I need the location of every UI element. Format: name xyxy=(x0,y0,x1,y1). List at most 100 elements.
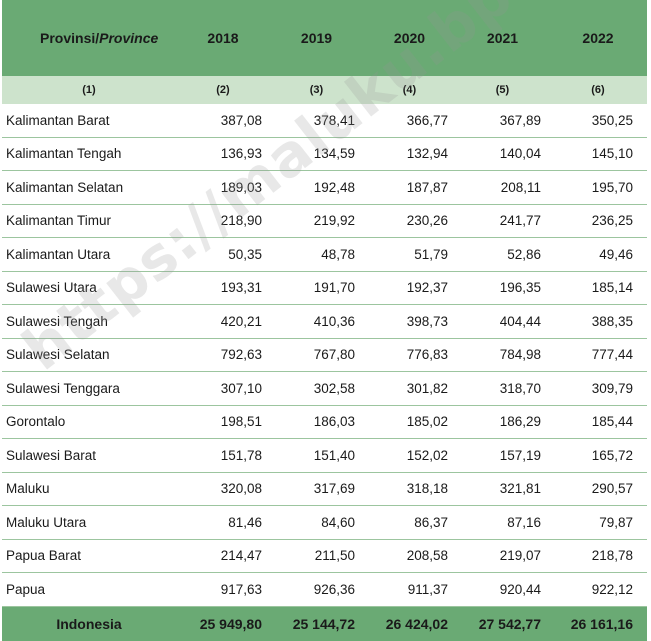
province-label-en: Province xyxy=(99,30,159,46)
value-cell: 920,44 xyxy=(456,572,549,607)
table-row: Papua Barat 214,47 211,50 208,58 219,07 218,7… xyxy=(2,539,647,573)
value-cell: 318,70 xyxy=(456,371,549,406)
table-row: Kalimantan Utara 50,35 48,78 51,79 52,86 49,4… xyxy=(2,237,647,272)
value-cell: 84,60 xyxy=(270,505,363,540)
value-cell: 321,81 xyxy=(456,472,549,506)
total-value: 25 949,80 xyxy=(176,606,270,641)
value-cell: 290,57 xyxy=(549,472,647,506)
value-cell: 208,58 xyxy=(363,539,456,573)
value-cell: 50,35 xyxy=(176,237,270,272)
value-cell: 195,70 xyxy=(549,170,647,205)
value-cell: 79,87 xyxy=(549,505,647,540)
table-body: Kalimantan Barat 387,08 378,41 366,77 367,89… xyxy=(2,104,647,607)
year-header: 2021 xyxy=(456,0,549,76)
value-cell: 86,37 xyxy=(363,505,456,540)
value-cell: 145,10 xyxy=(549,137,647,171)
value-cell: 320,08 xyxy=(176,472,270,506)
total-label: Indonesia xyxy=(2,606,176,641)
table-row: Papua 917,63 926,36 911,37 920,44 922,12 xyxy=(2,572,647,607)
province-name: Sulawesi Barat xyxy=(2,438,176,473)
province-name: Papua xyxy=(2,572,176,607)
value-cell: 165,72 xyxy=(549,438,647,473)
value-cell: 350,25 xyxy=(549,104,647,138)
value-cell: 132,94 xyxy=(363,137,456,171)
value-cell: 911,37 xyxy=(363,572,456,607)
column-number: (2) xyxy=(176,76,270,104)
value-cell: 367,89 xyxy=(456,104,549,138)
value-cell: 410,36 xyxy=(270,304,363,339)
value-cell: 196,35 xyxy=(456,271,549,305)
table-row: Kalimantan Barat 387,08 378,41 366,77 367,89… xyxy=(2,104,647,138)
value-cell: 49,46 xyxy=(549,237,647,272)
value-cell: 185,44 xyxy=(549,405,647,439)
value-cell: 302,58 xyxy=(270,371,363,406)
value-cell: 792,63 xyxy=(176,338,270,372)
table-row: Sulawesi Tenggara 307,10 302,58 301,82 318,7… xyxy=(2,371,647,406)
year-header: 2020 xyxy=(363,0,456,76)
value-cell: 236,25 xyxy=(549,204,647,238)
value-cell: 309,79 xyxy=(549,371,647,406)
value-cell: 388,35 xyxy=(549,304,647,339)
total-value: 26 424,02 xyxy=(363,606,456,641)
value-cell: 198,51 xyxy=(176,405,270,439)
table-row: Sulawesi Tengah 420,21 410,36 398,73 404,44 3… xyxy=(2,304,647,339)
value-cell: 777,44 xyxy=(549,338,647,372)
value-cell: 189,03 xyxy=(176,170,270,205)
table-row: Gorontalo 198,51 186,03 185,02 186,29 185,44 xyxy=(2,405,647,439)
table-row: Kalimantan Tengah 136,93 134,59 132,94 140,0… xyxy=(2,137,647,171)
value-cell: 387,08 xyxy=(176,104,270,138)
value-cell: 211,50 xyxy=(270,539,363,573)
value-cell: 301,82 xyxy=(363,371,456,406)
value-cell: 776,83 xyxy=(363,338,456,372)
value-cell: 398,73 xyxy=(363,304,456,339)
value-cell: 193,31 xyxy=(176,271,270,305)
value-cell: 185,02 xyxy=(363,405,456,439)
table-row: Kalimantan Selatan 189,03 192,48 187,87 208,… xyxy=(2,170,647,205)
province-name: Sulawesi Tenggara xyxy=(2,371,176,406)
column-number: (3) xyxy=(270,76,363,104)
year-header: 2019 xyxy=(270,0,363,76)
table-row: Sulawesi Utara 193,31 191,70 192,37 196,35 18… xyxy=(2,271,647,305)
year-header: 2022 xyxy=(549,0,647,76)
value-cell: 922,12 xyxy=(549,572,647,607)
value-cell: 219,07 xyxy=(456,539,549,573)
value-cell: 307,10 xyxy=(176,371,270,406)
province-name: Kalimantan Tengah xyxy=(2,137,176,171)
province-name: Maluku xyxy=(2,472,176,506)
province-name: Kalimantan Selatan xyxy=(2,170,176,205)
value-cell: 187,87 xyxy=(363,170,456,205)
province-name: Sulawesi Tengah xyxy=(2,304,176,339)
value-cell: 784,98 xyxy=(456,338,549,372)
total-row: Indonesia 25 949,80 25 144,72 26 424,02 … xyxy=(2,606,647,641)
column-number: (5) xyxy=(456,76,549,104)
value-cell: 81,46 xyxy=(176,505,270,540)
province-label: Provinsi/ xyxy=(40,30,100,46)
value-cell: 230,26 xyxy=(363,204,456,238)
value-cell: 186,03 xyxy=(270,405,363,439)
value-cell: 191,70 xyxy=(270,271,363,305)
value-cell: 157,19 xyxy=(456,438,549,473)
value-cell: 208,11 xyxy=(456,170,549,205)
header-row: Provinsi/Province 2018 2019 2020 2021 20… xyxy=(2,0,647,76)
column-number: (4) xyxy=(363,76,456,104)
column-number: (6) xyxy=(549,76,647,104)
value-cell: 192,37 xyxy=(363,271,456,305)
value-cell: 87,16 xyxy=(456,505,549,540)
table-row: Sulawesi Barat 151,78 151,40 152,02 157,19 16… xyxy=(2,438,647,473)
value-cell: 420,21 xyxy=(176,304,270,339)
table-row: Maluku Utara 81,46 84,60 86,37 87,16 79,87 xyxy=(2,505,647,540)
province-name: Sulawesi Selatan xyxy=(2,338,176,372)
value-cell: 192,48 xyxy=(270,170,363,205)
value-cell: 378,41 xyxy=(270,104,363,138)
value-cell: 219,92 xyxy=(270,204,363,238)
province-name: Kalimantan Barat xyxy=(2,104,176,138)
value-cell: 366,77 xyxy=(363,104,456,138)
province-name: Gorontalo xyxy=(2,405,176,439)
table-row: Kalimantan Timur 218,90 219,92 230,26 241,77… xyxy=(2,204,647,238)
value-cell: 185,14 xyxy=(549,271,647,305)
value-cell: 241,77 xyxy=(456,204,549,238)
value-cell: 218,90 xyxy=(176,204,270,238)
value-cell: 186,29 xyxy=(456,405,549,439)
